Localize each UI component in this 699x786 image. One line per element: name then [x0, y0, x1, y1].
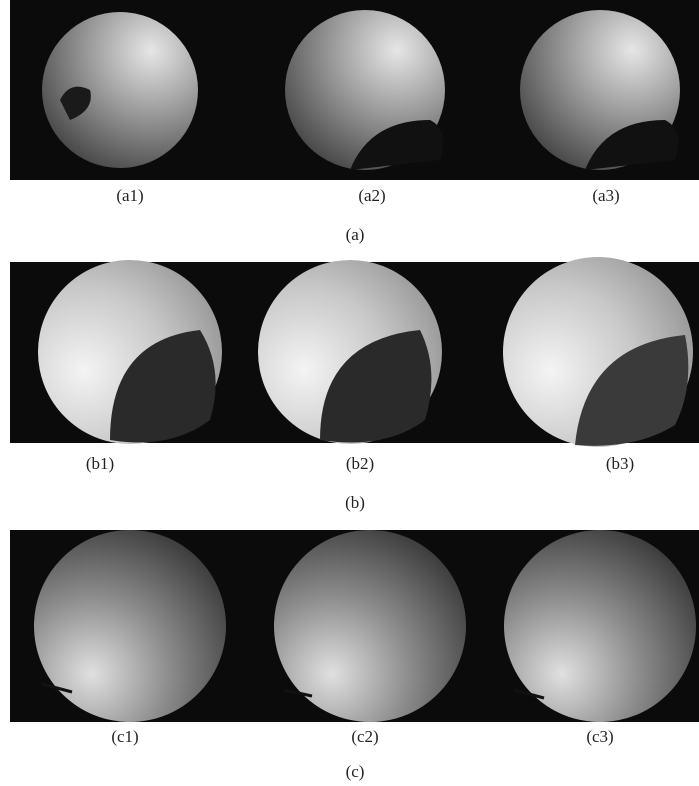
figure: (a1) (a2) (a3) (a) (b1) (b2) (b3) (b) (c…	[0, 0, 699, 786]
image-label: (c3)	[586, 727, 613, 746]
image-label: (b3)	[606, 454, 634, 473]
panel-label: (a)	[346, 225, 365, 244]
image-label: (c1)	[111, 727, 138, 746]
image-label: (b2)	[346, 454, 374, 473]
image-label: (a3)	[592, 186, 619, 205]
panel-label: (b)	[345, 493, 365, 512]
image-label: (b1)	[86, 454, 114, 473]
image-label: (a2)	[358, 186, 385, 205]
xray-image	[34, 530, 696, 722]
image-label: (c2)	[351, 727, 378, 746]
panel-label: (c)	[346, 762, 365, 781]
image-label: (a1)	[116, 186, 143, 205]
xray-image	[38, 257, 693, 447]
xray-image	[42, 10, 680, 170]
